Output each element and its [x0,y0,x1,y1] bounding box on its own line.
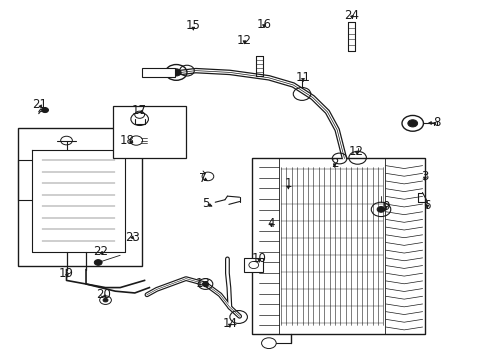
Text: 23: 23 [124,231,140,244]
Circle shape [171,69,181,76]
Bar [18,128,142,266]
Text: 4: 4 [267,216,275,230]
Text: 10: 10 [251,252,266,265]
Text: 15: 15 [185,19,201,32]
Circle shape [407,120,417,127]
Text: 24: 24 [344,9,359,22]
Text: 17: 17 [132,104,147,117]
Bar [244,258,263,272]
Circle shape [103,298,108,302]
Text: 12: 12 [348,145,364,158]
Text: 5: 5 [202,197,209,210]
Text: 3: 3 [420,170,427,183]
Bar [142,68,175,77]
Text: 20: 20 [96,288,110,301]
Text: 2: 2 [330,157,338,170]
Circle shape [41,108,48,113]
Text: 21: 21 [32,98,47,111]
Text: 7: 7 [199,172,206,185]
Text: 12: 12 [237,33,251,47]
Circle shape [94,260,102,265]
Text: 19: 19 [59,267,74,280]
Text: 18: 18 [120,134,135,147]
Text: 8: 8 [432,116,440,129]
Bar [251,158,278,334]
Bar [251,158,424,334]
Text: 22: 22 [93,245,108,258]
Text: 14: 14 [222,317,237,330]
Bar [384,158,424,334]
Text: 11: 11 [295,71,310,84]
Circle shape [376,207,384,212]
Text: 1: 1 [284,177,291,190]
Circle shape [202,282,208,286]
Bar [113,107,185,158]
Text: 16: 16 [256,18,271,31]
Text: 9: 9 [382,201,389,213]
Text: 6: 6 [423,199,430,212]
Text: 13: 13 [195,278,210,291]
